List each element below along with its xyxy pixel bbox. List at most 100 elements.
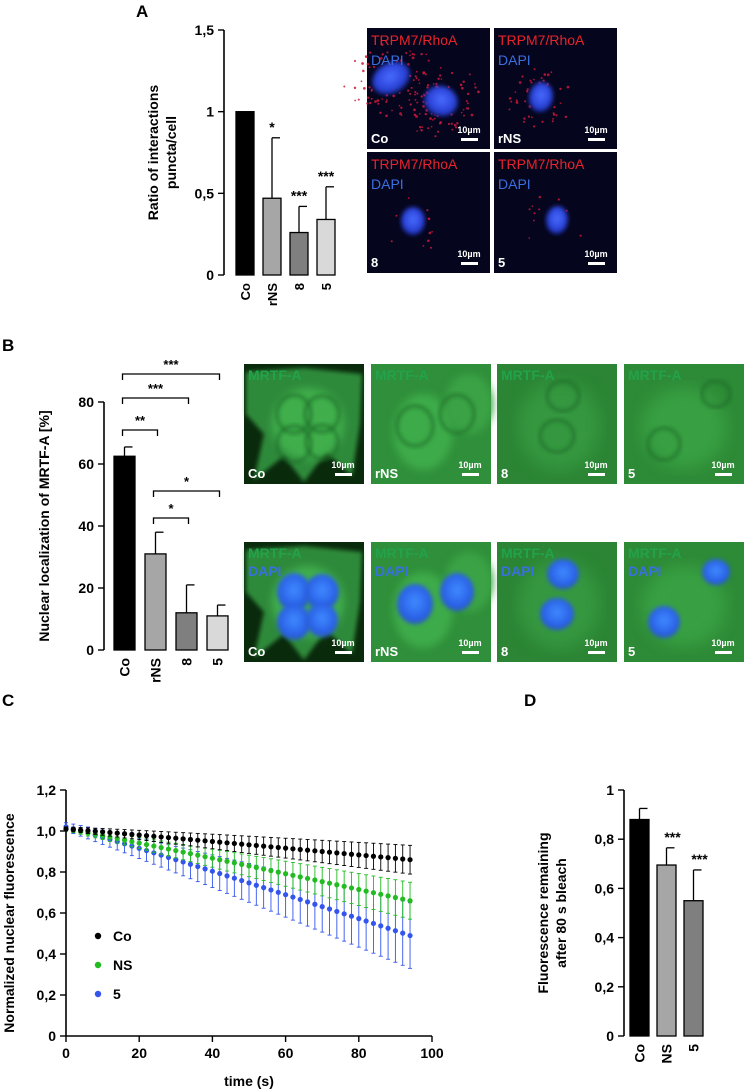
data-point: [85, 828, 91, 834]
punctum: [427, 217, 431, 221]
punctum: [422, 100, 425, 103]
scale-bar: [715, 473, 732, 476]
data-point: [246, 842, 252, 848]
micrographs-a: TRPM7/RhoA DAPI Co 10µm TRPM7/RhoA DAPI rNS 10µ…: [343, 28, 617, 273]
data-point: [70, 826, 76, 833]
micrograph-label-primary: MRTF-A: [375, 367, 429, 383]
significance-label: ***: [691, 851, 708, 867]
data-point: [78, 827, 84, 833]
scale-bar-label: 10µm: [584, 249, 607, 259]
dapi-nucleus: [528, 82, 554, 112]
micrograph-condition-label: rNS: [498, 131, 521, 146]
punctum: [408, 99, 411, 101]
micrograph-condition-label: 8: [371, 255, 378, 270]
data-point: [202, 866, 208, 872]
punctum: [360, 80, 363, 83]
punctum: [418, 125, 422, 129]
punctum: [429, 117, 432, 120]
significance-bracket: [121, 373, 221, 380]
punctum: [422, 71, 426, 74]
micrograph-label-primary: TRPM7/RhoA: [498, 156, 585, 172]
y-tick-label: 0,4: [37, 946, 57, 962]
x-category-label: 5: [210, 658, 226, 666]
punctum: [366, 96, 370, 99]
punctum: [353, 59, 357, 62]
scale-bar: [335, 651, 352, 654]
punctum: [451, 128, 454, 131]
y-tick-label: 1,2: [37, 782, 57, 798]
data-point: [312, 848, 318, 854]
dapi-nucleus: [440, 573, 474, 611]
data-point: [290, 894, 296, 900]
data-point: [341, 883, 347, 889]
punctum: [533, 212, 536, 215]
data-point: [283, 871, 289, 877]
x-tick-label: 40: [205, 1045, 221, 1061]
punctum: [398, 91, 401, 94]
data-point: [187, 861, 194, 867]
punctum: [518, 81, 522, 84]
data-point: [246, 863, 252, 869]
data-point: [92, 828, 98, 834]
data-point: [297, 874, 303, 880]
bar-8: [289, 231, 309, 276]
dapi-nucleus: [547, 559, 579, 589]
data-point: [268, 844, 274, 850]
data-point: [348, 913, 355, 919]
punctum: [462, 108, 465, 111]
punctum: [372, 65, 376, 69]
panel-letter-a: A: [136, 2, 148, 21]
punctum: [552, 113, 556, 116]
micrograph-condition-label: 5: [628, 466, 635, 481]
punctum: [424, 112, 428, 116]
micrograph-background: [494, 28, 617, 149]
data-point: [304, 875, 311, 882]
punctum: [553, 106, 556, 109]
data-point: [187, 836, 194, 843]
data-point: [107, 829, 113, 836]
micrograph-label-primary: MRTF-A: [628, 545, 682, 561]
data-point: [253, 864, 259, 871]
micrograph-condition-label: Co: [371, 131, 388, 146]
y-tick-label: 0,8: [37, 864, 57, 880]
bracket-label: *: [168, 501, 174, 516]
y-tick-label: 0: [48, 1028, 56, 1044]
punctum: [466, 107, 470, 110]
punctum: [400, 114, 403, 116]
punctum: [470, 113, 474, 117]
data-point: [334, 908, 340, 915]
x-tick-label: 0: [62, 1045, 70, 1061]
punctum: [529, 79, 532, 82]
nucleus-outline: [438, 393, 476, 435]
micrograph-label-dapi: DAPI: [628, 563, 661, 579]
punctum: [557, 198, 560, 201]
chart-c: 0 0,2 0,4 0,6 0,8 1,0 1,2 0 20 40 60 80 100 time (s) N…: [1, 782, 444, 1089]
data-point: [356, 916, 362, 922]
punctum: [380, 43, 384, 46]
data-point: [326, 906, 333, 912]
micrograph-a-rns: TRPM7/RhoA DAPI rNS 10µm: [494, 28, 617, 149]
data-point: [370, 920, 377, 927]
data-point: [217, 839, 223, 845]
legend-marker-5: [94, 990, 102, 998]
punctum: [428, 231, 432, 235]
punctum: [462, 80, 465, 83]
punctum: [447, 85, 450, 89]
micrograph-label-dapi: DAPI: [501, 563, 534, 579]
data-point: [136, 840, 142, 846]
nucleus-outline: [275, 424, 313, 464]
punctum: [437, 77, 440, 80]
data-point: [180, 859, 186, 865]
punctum: [527, 115, 531, 118]
x-category-label: 8: [179, 658, 195, 666]
punctum: [555, 114, 558, 117]
scale-bar-label: 10µm: [457, 125, 480, 135]
punctum: [368, 66, 371, 69]
scale-bar: [588, 473, 605, 476]
nucleus-outline: [275, 393, 313, 435]
data-point: [209, 868, 215, 874]
punctum: [526, 88, 529, 91]
bracket-label: **: [135, 413, 146, 428]
punctum: [431, 230, 433, 233]
